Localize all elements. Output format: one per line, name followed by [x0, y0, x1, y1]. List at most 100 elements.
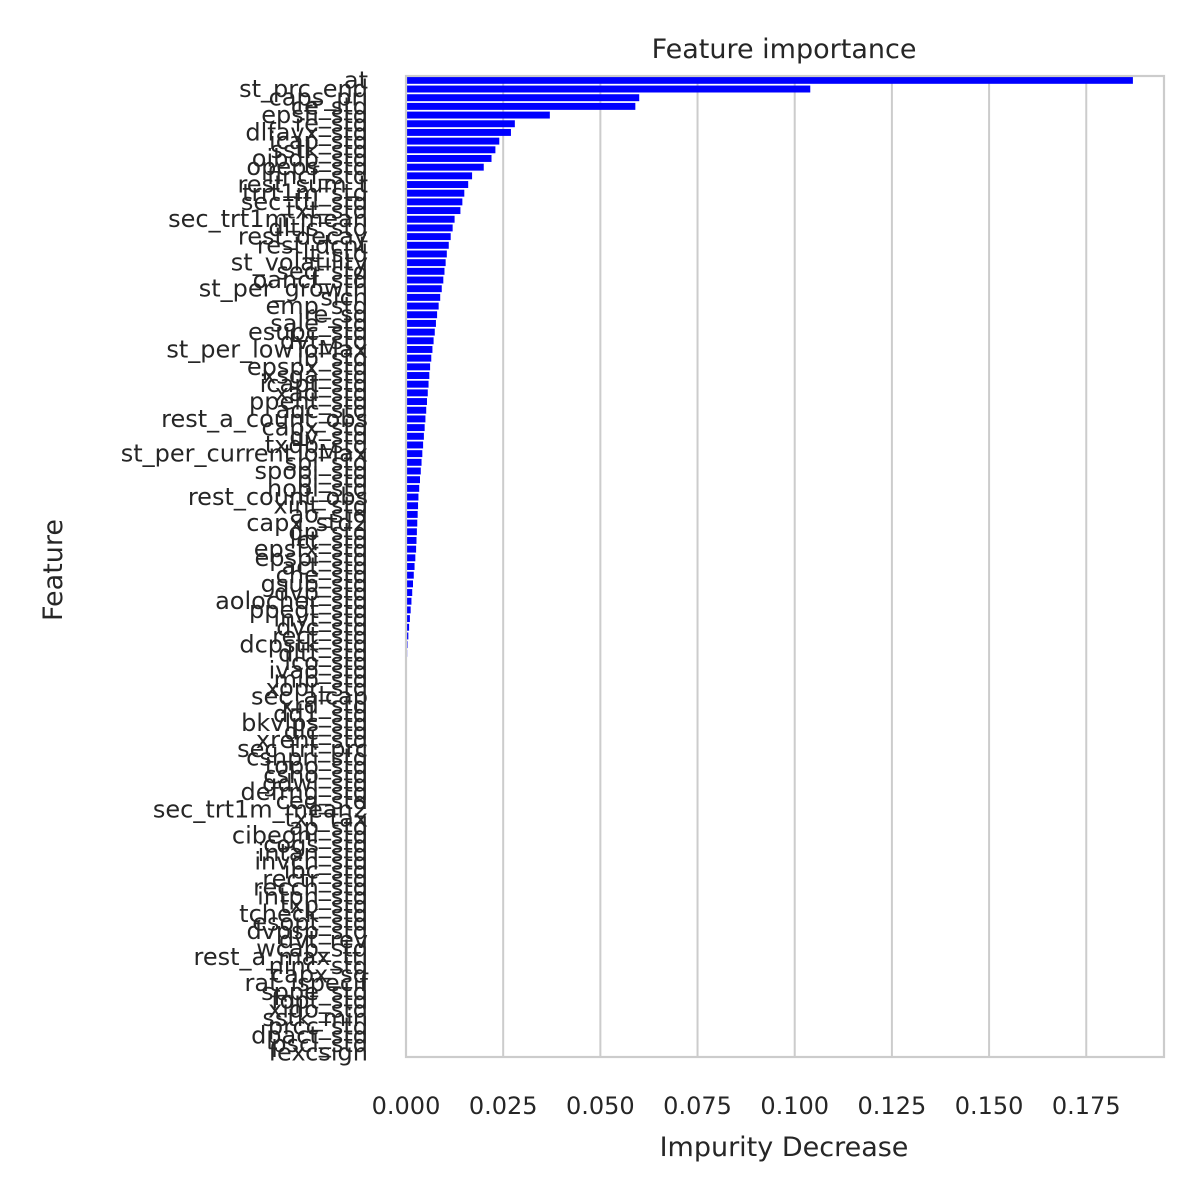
bar	[406, 580, 413, 588]
y-tick-label: rectr_std	[262, 865, 368, 893]
y-tick-label: xrent_std	[256, 726, 368, 754]
bar	[406, 337, 434, 345]
y-tick-label: cibegni_std	[232, 822, 368, 850]
y-tick-label: ivao_std	[269, 657, 368, 685]
bar	[406, 102, 636, 110]
bar	[406, 285, 442, 293]
y-tick-label: fexcsign	[269, 1039, 368, 1067]
y-tick-label: dvt_std	[280, 327, 368, 355]
bar	[406, 85, 811, 93]
y-tick-label: dvt_rev	[279, 926, 368, 954]
y-tick-label: ppegt_std	[249, 596, 368, 624]
y-tick-label: opeps_std	[246, 153, 368, 181]
y-tick-label: oibdp_std	[252, 144, 368, 172]
y-tick-label: dvp_std	[274, 579, 368, 607]
y-tick-label: epspi_std	[254, 544, 368, 572]
y-tick-label: epsfx_std	[254, 535, 368, 563]
bar	[406, 597, 412, 605]
bar	[406, 363, 431, 371]
bar	[406, 424, 425, 432]
y-tick-label: dlc_std	[284, 717, 368, 745]
y-tick-label: pi_std	[297, 466, 368, 494]
y-tick-label: ppent_std	[249, 388, 368, 416]
x-tick-label: 0.100	[760, 1092, 829, 1120]
bar	[406, 467, 421, 475]
y-tick-label: sale_std	[270, 309, 368, 337]
y-tick-label: xido_std	[268, 995, 368, 1023]
y-tick-label: dvc_std	[276, 613, 368, 641]
y-tick-label: capx_std2	[246, 509, 368, 537]
bars	[406, 76, 1133, 727]
y-tick-label: ap_std	[289, 813, 368, 841]
y-tick-label: fincf_std	[267, 162, 368, 190]
bar	[406, 224, 453, 232]
y-tick-label: trrt1m_std	[242, 179, 368, 207]
y-tick-label: icap_std	[269, 127, 368, 155]
x-tick-label: 0.025	[469, 1092, 538, 1120]
y-tick-label: st_volatility	[231, 249, 368, 277]
bar	[406, 545, 417, 553]
bar	[406, 250, 447, 258]
y-tick-label: st_prc_end	[239, 75, 368, 103]
y-tick-label: rest_sum_t	[237, 171, 368, 199]
y-tick-label: intpn_std	[257, 882, 368, 910]
y-tick-label: sstk_min	[262, 1004, 368, 1032]
y-tick-label: caps_pri	[269, 84, 368, 112]
x-tick-label: 0.125	[858, 1092, 927, 1120]
bar	[406, 415, 426, 423]
bar	[406, 233, 451, 241]
x-axis-label: Impurity Decrease	[660, 1132, 909, 1163]
y-tick-label: invt_std	[273, 605, 368, 633]
bar	[406, 94, 640, 102]
bar	[406, 137, 500, 145]
y-tick-label: pscl_std	[271, 1030, 368, 1058]
bar	[406, 319, 436, 327]
y-tick-label: dcpstk_std	[239, 631, 368, 659]
y-tick-label: sec_trt_prc	[237, 735, 368, 763]
bar	[406, 406, 427, 414]
y-tick-label: icapt_std	[260, 370, 368, 398]
y-tick-label: epspx_std	[247, 353, 368, 381]
bar	[406, 502, 419, 510]
bar	[406, 181, 469, 188]
bar	[406, 510, 418, 518]
bar	[406, 163, 484, 171]
bar	[406, 328, 435, 336]
bar	[406, 207, 461, 215]
bar	[406, 389, 428, 397]
y-tick-label: rat_ispecif	[245, 969, 369, 997]
y-tick-label: sec_trt1m_mean	[168, 205, 368, 233]
y-tick-label: xad_std	[275, 379, 368, 407]
bar	[406, 380, 429, 388]
bar	[406, 519, 418, 527]
bar	[406, 623, 410, 631]
bar	[406, 276, 444, 284]
y-tick-label: ninc_std	[269, 952, 368, 980]
y-tick-label: dlfavx_std	[245, 118, 368, 146]
bar	[406, 632, 409, 640]
y-tick-label: st_per_lowToMax	[166, 335, 368, 363]
bar	[406, 458, 422, 466]
y-tick-label: dd1_std	[273, 700, 368, 728]
bar	[406, 120, 515, 128]
y-tick-label: capx_sd	[271, 961, 368, 989]
y-tick-label: fopt_std	[271, 987, 368, 1015]
y-tick-label: lco_std	[284, 648, 368, 676]
x-tick-label: 0.150	[955, 1092, 1024, 1120]
bar	[406, 528, 417, 536]
bar	[406, 606, 411, 614]
y-tick-label: rest_a_count_obs	[161, 405, 368, 433]
y-tick-label: che_std	[276, 561, 368, 589]
y-tick-label: aqc_std	[276, 396, 368, 424]
y-tick-label: sec_trt1m_mean2	[153, 796, 368, 824]
x-tick-label: 0.050	[566, 1092, 635, 1120]
y-tick-labels: atst_prc_endcaps_price_stdepsfi_stdre_st…	[121, 66, 369, 1066]
y-tick-label: invch_std	[254, 848, 368, 876]
y-tick-label: dltt_std	[278, 639, 368, 667]
chart-title: Feature importance	[652, 34, 917, 65]
y-tick-label: act_std	[282, 553, 368, 581]
bar	[406, 267, 445, 275]
bar	[406, 484, 420, 492]
y-tick-label: sstk_std	[271, 136, 368, 164]
bar	[406, 571, 414, 579]
